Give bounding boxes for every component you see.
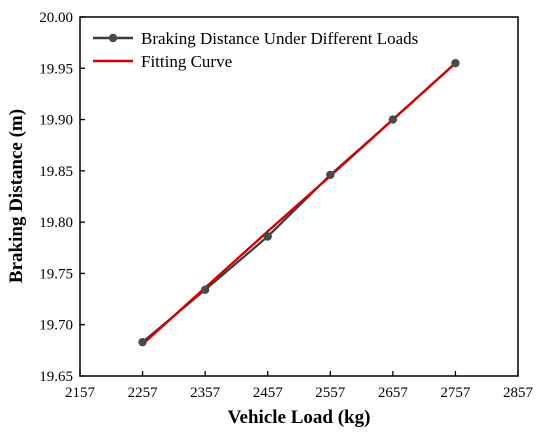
plot-frame [79,16,519,377]
data-point [326,170,335,180]
x-tick-label: 2357 [190,385,221,401]
data-point [200,285,210,295]
legend-label-0: Braking Distance Under Different Loads [141,29,418,48]
legend-swatch-marker-0 [108,33,118,43]
y-tick-label: 19.80 [39,215,73,231]
y-tick-label: 19.65 [39,369,73,385]
legend-label-1: Fitting Curve [141,52,232,71]
y-tick-label: 20.00 [39,10,73,26]
data-point [263,232,272,241]
y-tick-label: 19.70 [39,318,73,334]
data-point [138,337,147,347]
series-line-fitting-curve [141,62,457,346]
x-tick-label: 2557 [315,385,346,401]
x-axis: 2157 2257 2357 2457 2557 2657 2757 2857 [65,371,534,401]
series-layer [138,58,460,347]
x-tick-label: 2257 [128,385,159,401]
y-tick-label: 19.85 [39,164,73,180]
y-tick-label: 19.75 [39,266,73,282]
data-point [451,58,460,68]
x-axis-title: Vehicle Load (kg) [228,407,371,428]
x-tick-label: 2157 [65,385,96,401]
x-tick-label: 2457 [253,385,284,401]
x-tick-label: 2857 [503,385,534,401]
y-tick-label: 19.95 [39,61,73,77]
legend: Braking Distance Under Different Loads F… [93,29,418,71]
x-tick-label: 2757 [440,385,471,401]
y-axis: 19.65 19.70 19.75 19.80 19.85 19.90 19.95 20.00 [39,10,85,385]
y-axis-title: Braking Distance (m) [6,109,27,283]
y-tick-label: 19.90 [39,113,73,129]
x-tick-label: 2657 [378,385,409,401]
data-point [388,115,398,124]
